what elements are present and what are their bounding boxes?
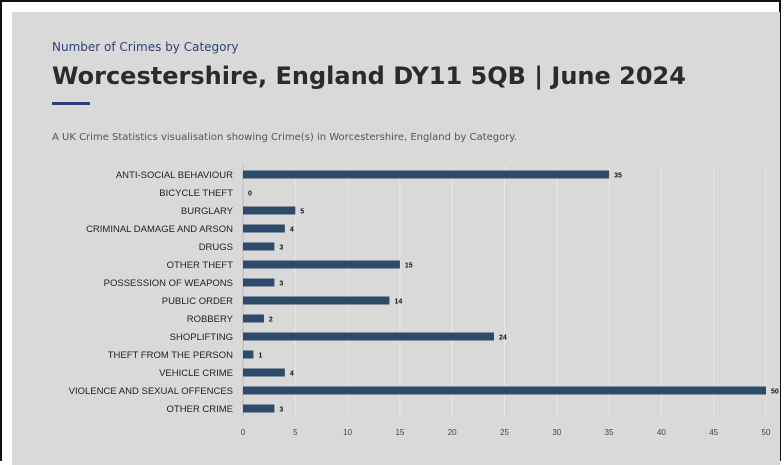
bar-value-label: 35 bbox=[614, 172, 622, 179]
category-label: PUBLIC ORDER bbox=[162, 296, 233, 307]
bar-value-label: 3 bbox=[279, 280, 283, 287]
x-tick-label: 20 bbox=[448, 428, 457, 437]
x-tick-label: 5 bbox=[293, 428, 298, 437]
title-accent-bar bbox=[52, 102, 90, 105]
chart-description: A UK Crime Statistics visualisation show… bbox=[52, 132, 517, 143]
bar-value-label: 24 bbox=[499, 334, 507, 341]
category-label: THEFT FROM THE PERSON bbox=[108, 350, 233, 361]
bar-value-label: 3 bbox=[279, 244, 283, 251]
category-label: OTHER THEFT bbox=[167, 260, 234, 271]
bar bbox=[243, 332, 495, 341]
bar bbox=[243, 386, 766, 395]
chart-eyebrow: Number of Crimes by Category bbox=[52, 40, 239, 54]
bar-value-label: 50 bbox=[771, 388, 779, 395]
bar bbox=[243, 314, 264, 323]
bar bbox=[243, 296, 390, 305]
bar-value-label: 1 bbox=[258, 352, 262, 359]
category-label: ANTI-SOCIAL BEHAVIOUR bbox=[116, 170, 233, 181]
x-tick-label: 50 bbox=[762, 428, 771, 437]
x-tick-label: 15 bbox=[395, 428, 404, 437]
category-label: BICYCLE THEFT bbox=[159, 188, 233, 199]
page-title: Worcestershire, England DY11 5QB | June … bbox=[52, 62, 686, 90]
bar-value-label: 2 bbox=[269, 316, 273, 323]
bar-value-label: 3 bbox=[279, 406, 283, 413]
category-label: BURGLARY bbox=[181, 206, 234, 217]
bar-value-label: 0 bbox=[248, 190, 252, 197]
bar bbox=[243, 404, 275, 413]
x-tick-label: 10 bbox=[343, 428, 352, 437]
x-tick-label: 25 bbox=[500, 428, 509, 437]
category-label: ROBBERY bbox=[187, 314, 234, 325]
bar-value-label: 4 bbox=[290, 370, 294, 377]
bar bbox=[243, 278, 275, 287]
bar bbox=[243, 350, 254, 359]
x-tick-label: 45 bbox=[709, 428, 718, 437]
bar bbox=[243, 224, 285, 233]
category-label: CRIMINAL DAMAGE AND ARSON bbox=[86, 224, 233, 235]
bar-value-label: 4 bbox=[290, 226, 294, 233]
category-label: POSSESSION OF WEAPONS bbox=[104, 278, 233, 289]
bar bbox=[243, 206, 296, 215]
category-label: VEHICLE CRIME bbox=[159, 368, 233, 379]
bar bbox=[243, 368, 285, 377]
bar-value-label: 14 bbox=[394, 298, 402, 305]
category-label: SHOPLIFTING bbox=[170, 332, 233, 343]
bar-value-label: 5 bbox=[300, 208, 304, 215]
bar bbox=[243, 242, 275, 251]
bar bbox=[243, 260, 400, 269]
category-label: OTHER CRIME bbox=[167, 404, 234, 415]
category-label: DRUGS bbox=[199, 242, 233, 253]
chart-card: Number of Crimes by Category Worcestersh… bbox=[12, 12, 780, 465]
x-tick-label: 35 bbox=[605, 428, 614, 437]
category-label: VIOLENCE AND SEXUAL OFFENCES bbox=[69, 386, 233, 397]
bar bbox=[243, 170, 610, 179]
bar-value-label: 15 bbox=[405, 262, 413, 269]
x-tick-label: 0 bbox=[241, 428, 246, 437]
x-tick-label: 40 bbox=[657, 428, 666, 437]
x-tick-label: 30 bbox=[552, 428, 561, 437]
